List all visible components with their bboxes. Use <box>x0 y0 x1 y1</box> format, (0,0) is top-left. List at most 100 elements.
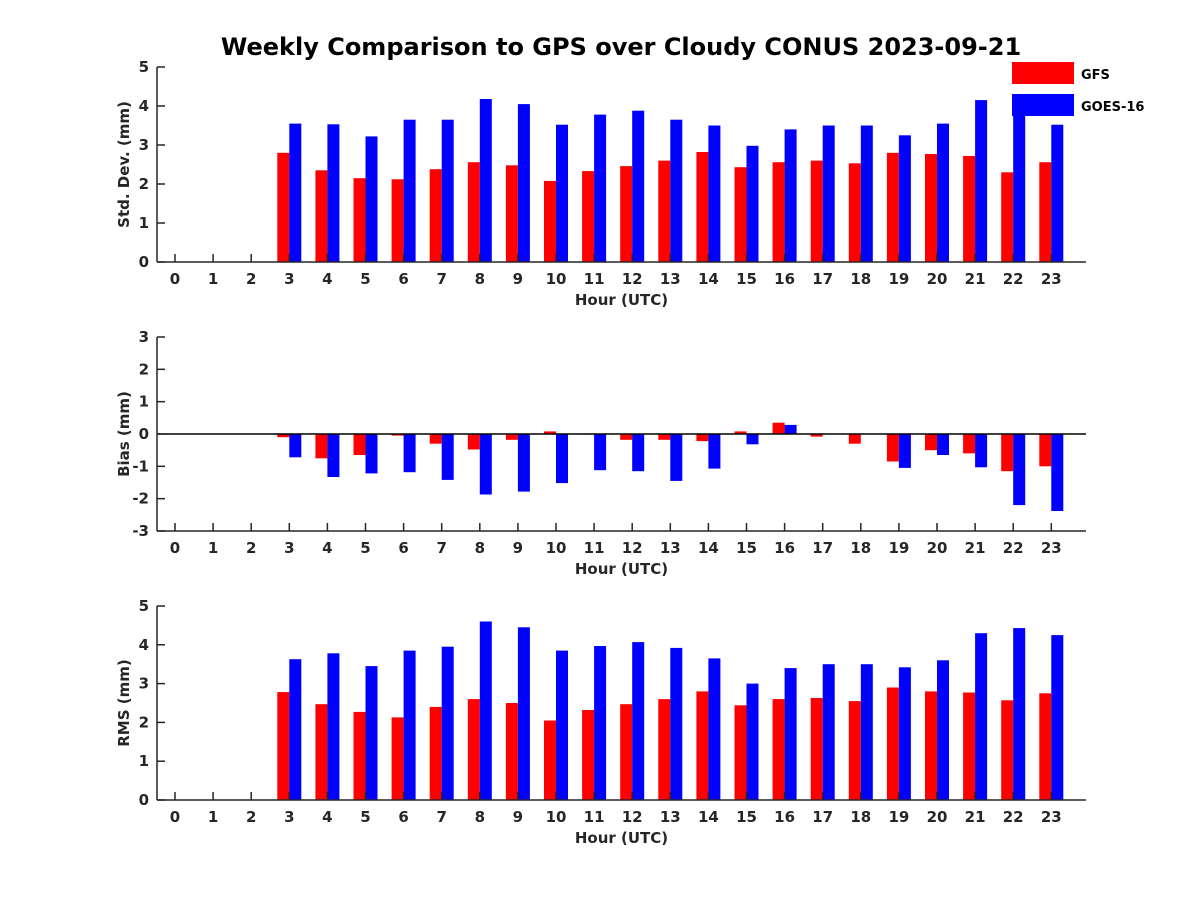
bar-goes16-14 <box>708 434 721 469</box>
bar-gfs-19 <box>886 687 899 800</box>
bar-goes16-8 <box>479 434 492 495</box>
bar-goes16-19 <box>898 135 911 263</box>
y-tick-label: -1 <box>132 457 149 475</box>
bar-gfs-20 <box>925 691 937 800</box>
bar-goes16-9 <box>517 627 530 800</box>
bar-goes16-3 <box>289 659 302 800</box>
bar-gfs-3 <box>277 152 290 262</box>
bar-goes16-10 <box>556 434 568 484</box>
x-tick-label: 5 <box>360 808 370 826</box>
x-tick-label: 16 <box>774 539 795 557</box>
x-tick-label: 10 <box>546 270 567 288</box>
bar-gfs-13 <box>658 160 671 262</box>
bar-goes16-11 <box>594 646 607 800</box>
bar-gfs-8 <box>467 699 480 800</box>
bar-goes16-20 <box>937 660 949 800</box>
bar-goes16-6 <box>403 434 416 473</box>
bar-goes16-3 <box>289 123 302 262</box>
x-tick-label: 0 <box>170 539 180 557</box>
y-tick-label: 5 <box>139 597 149 615</box>
bar-gfs-18 <box>848 701 861 800</box>
bar-gfs-12 <box>620 704 633 800</box>
bar-gfs-4 <box>315 170 328 262</box>
y-tick-label: 2 <box>139 175 149 193</box>
bar-gfs-3 <box>277 692 290 800</box>
x-tick-label: 2 <box>246 539 256 557</box>
bar-goes16-9 <box>517 434 530 492</box>
legend-label-gfs: GFS <box>1081 68 1110 83</box>
bar-gfs-10 <box>544 431 556 434</box>
chart-title: Weekly Comparison to GPS over Cloudy CON… <box>221 33 1021 61</box>
x-tick-label: 20 <box>927 270 948 288</box>
x-tick-label: 6 <box>398 808 408 826</box>
bar-gfs-4 <box>315 704 328 800</box>
bar-gfs-10 <box>544 180 556 262</box>
bar-gfs-9 <box>505 703 518 800</box>
bar-gfs-15 <box>734 167 747 262</box>
bar-goes16-15 <box>746 683 759 800</box>
x-tick-label: 21 <box>965 539 986 557</box>
x-tick-label: 18 <box>850 270 871 288</box>
bar-gfs-13 <box>658 699 671 800</box>
y-tick-label: 2 <box>139 360 149 378</box>
bar-goes16-16 <box>784 424 797 434</box>
x-tick-label: 1 <box>208 808 218 826</box>
x-tick-label: 0 <box>170 270 180 288</box>
bar-gfs-22 <box>1001 434 1014 472</box>
legend-label-goes16: GOES-16 <box>1081 100 1144 115</box>
bar-gfs-14 <box>696 434 709 442</box>
bar-gfs-22 <box>1001 172 1014 262</box>
x-tick-label: 2 <box>246 808 256 826</box>
bar-goes16-6 <box>403 650 416 800</box>
x-tick-label: 11 <box>584 808 605 826</box>
x-tick-label: 19 <box>888 539 909 557</box>
x-tick-label: 2 <box>246 270 256 288</box>
bar-goes16-20 <box>937 434 949 455</box>
x-tick-label: 8 <box>475 539 485 557</box>
x-tick-label: 23 <box>1041 808 1062 826</box>
y-tick-label: 2 <box>139 713 149 731</box>
x-tick-label: 10 <box>546 539 567 557</box>
bar-gfs-18 <box>848 163 861 262</box>
bar-goes16-14 <box>708 658 721 800</box>
x-tick-label: 21 <box>965 808 986 826</box>
bar-goes16-23 <box>1051 434 1064 511</box>
x-tick-label: 16 <box>774 270 795 288</box>
bar-goes16-5 <box>365 434 378 474</box>
bar-goes16-23 <box>1051 635 1064 800</box>
bar-gfs-13 <box>658 434 671 440</box>
bar-goes16-13 <box>670 647 683 800</box>
x-tick-label: 16 <box>774 808 795 826</box>
bar-gfs-15 <box>734 431 747 434</box>
bar-gfs-8 <box>467 162 480 262</box>
x-tick-label: 8 <box>475 270 485 288</box>
bar-gfs-17 <box>810 434 823 437</box>
bar-goes16-12 <box>632 434 645 472</box>
bar-goes16-23 <box>1051 124 1064 262</box>
y-tick-label: 1 <box>139 752 149 770</box>
x-tick-label: 3 <box>284 808 294 826</box>
bar-goes16-4 <box>327 124 340 262</box>
bar-gfs-3 <box>277 434 290 438</box>
x-tick-label: 5 <box>360 270 370 288</box>
bar-gfs-6 <box>391 434 404 436</box>
bar-goes16-20 <box>937 123 949 262</box>
y-tick-label: 1 <box>139 214 149 232</box>
y-tick-label: 5 <box>139 58 149 76</box>
bar-gfs-23 <box>1039 162 1052 262</box>
x-tick-label: 18 <box>850 808 871 826</box>
bar-gfs-23 <box>1039 693 1052 800</box>
x-tick-label: 13 <box>660 539 681 557</box>
bar-gfs-20 <box>925 434 937 451</box>
bar-goes16-3 <box>289 434 302 458</box>
bar-goes16-18 <box>860 125 873 262</box>
bar-goes16-6 <box>403 119 416 262</box>
y-tick-label: -2 <box>132 490 149 508</box>
y-tick-label: 3 <box>139 675 149 693</box>
x-tick-label: 10 <box>546 808 567 826</box>
y-tick-label: 3 <box>139 136 149 154</box>
bar-gfs-5 <box>353 178 366 262</box>
x-tick-label: 20 <box>927 539 948 557</box>
